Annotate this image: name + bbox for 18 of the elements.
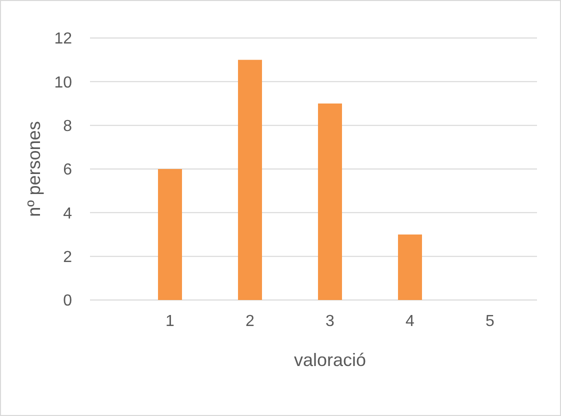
- y-tick-label: 10: [54, 74, 72, 92]
- y-axis-title: nº persones: [24, 121, 44, 217]
- y-tick-label: 4: [63, 205, 72, 222]
- x-axis-title: valoració: [294, 350, 366, 370]
- y-tick-label: 6: [63, 162, 72, 179]
- y-tick-label: 8: [63, 118, 72, 135]
- x-tick-label: 2: [246, 313, 255, 330]
- bar: [158, 169, 182, 300]
- y-tick-label: 2: [63, 248, 72, 266]
- x-tick-label: 3: [326, 313, 335, 330]
- bar: [318, 104, 342, 300]
- y-tick-label: 0: [63, 292, 72, 310]
- x-tick-label: 1: [166, 313, 175, 330]
- y-tick-label: 12: [54, 30, 72, 48]
- bar: [238, 60, 262, 300]
- x-tick-label: 5: [486, 313, 495, 330]
- x-tick-label: 4: [406, 313, 415, 330]
- bar: [398, 234, 422, 300]
